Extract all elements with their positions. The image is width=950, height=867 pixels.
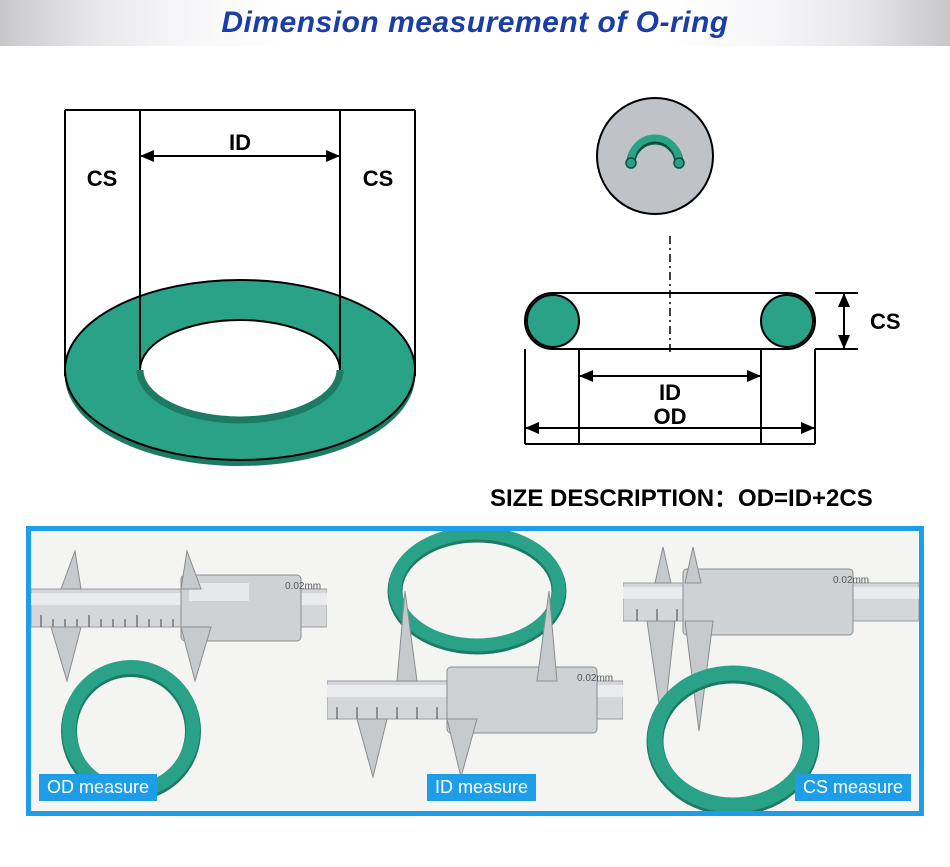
label-id-section: ID bbox=[659, 380, 681, 405]
caption-cs: CS measure bbox=[795, 774, 911, 801]
photo-cs: 0.02mm CS measure bbox=[623, 531, 919, 811]
header-band: Dimension measurement of O-ring bbox=[0, 0, 950, 46]
photo-cs-svg: 0.02mm bbox=[623, 531, 919, 811]
label-cs-left: CS bbox=[87, 166, 118, 191]
scale-text-2: 0.02mm bbox=[577, 673, 613, 684]
cross-section: CS ID OD bbox=[525, 236, 901, 444]
label-id-left: ID bbox=[229, 130, 251, 155]
photo-id-svg: 0.02mm bbox=[327, 531, 623, 811]
label-cs-right: CS bbox=[363, 166, 394, 191]
size-formula: SIZE DESCRIPTION：OD=ID+2CS bbox=[490, 478, 873, 513]
oring-perspective: ID CS CS bbox=[65, 110, 415, 466]
diagram-area: ID CS CS C bbox=[0, 46, 950, 526]
photo-od: 0.02mm OD measure bbox=[31, 531, 327, 811]
photo-id: 0.02mm ID measure bbox=[327, 531, 623, 811]
caption-od: OD measure bbox=[39, 774, 157, 801]
label-od-section: OD bbox=[654, 404, 687, 429]
photo-band: 0.02mm OD measure bbox=[26, 526, 924, 816]
photo-od-svg: 0.02mm bbox=[31, 531, 327, 811]
diagram-svg: ID CS CS C bbox=[0, 46, 950, 526]
scale-text-3: 0.02mm bbox=[833, 575, 869, 586]
scale-text-1: 0.02mm bbox=[285, 581, 321, 592]
caption-id: ID measure bbox=[427, 774, 536, 801]
small-oring-sample bbox=[597, 98, 713, 214]
label-cs-section: CS bbox=[870, 309, 901, 334]
page-title: Dimension measurement of O-ring bbox=[221, 6, 728, 40]
